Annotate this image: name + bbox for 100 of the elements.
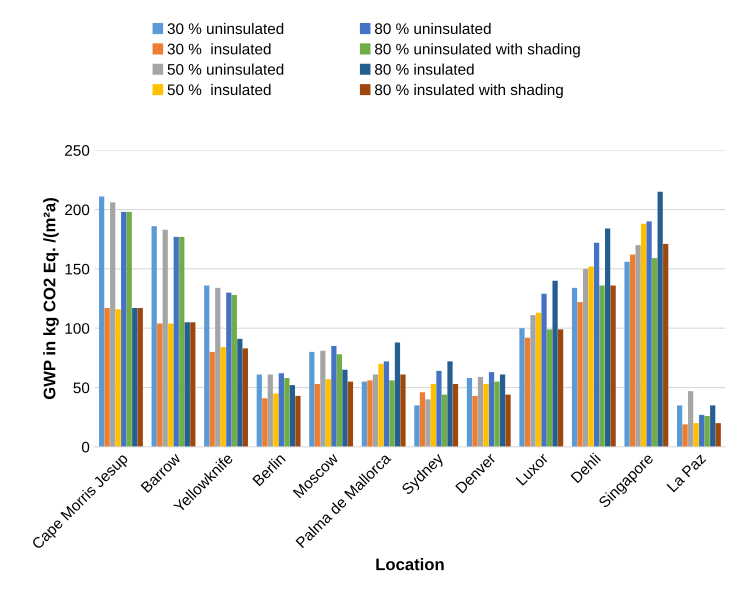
bar [635,245,641,447]
bar [162,230,168,447]
y-tick-label: 200 [65,204,90,216]
bar [331,346,337,447]
bar [242,348,248,447]
bar [472,396,478,447]
bar [126,212,132,447]
bar [342,370,348,447]
bar [646,221,652,447]
bar [447,361,453,447]
bar [582,268,588,447]
bar [577,302,583,447]
bar [132,308,138,447]
x-tick-label: La Paz [666,452,706,492]
bar [541,294,547,447]
bar [290,385,295,447]
bar [641,224,646,447]
bar [372,374,378,447]
y-tick-label: 0 [82,442,90,453]
bar [168,323,174,447]
bar [348,382,354,447]
bar [309,352,314,447]
legend-label: 80 % uninsulated [375,22,491,34]
bar [436,370,442,447]
bar [226,292,232,447]
bar [430,384,436,447]
bar [121,212,126,447]
bar [488,372,494,447]
bar [682,424,688,447]
bar [116,309,121,447]
y-tick-label: 250 [65,145,90,156]
bar [699,414,704,447]
bar [284,378,290,447]
bar [378,364,384,447]
bar [273,393,278,447]
bar [588,266,594,447]
bar [536,312,542,447]
bar [174,236,179,447]
bar [546,329,552,447]
bar [232,294,237,447]
bar [694,423,699,447]
bar [384,361,390,447]
bar [336,354,342,447]
bar [314,384,320,447]
bar [215,288,220,447]
bar [326,379,331,447]
bar [256,374,262,447]
bar [558,329,564,447]
bar [278,373,284,447]
bar [179,236,184,447]
bar [652,258,658,447]
bar [599,285,605,447]
bar [552,280,558,447]
bar [494,382,500,447]
bar [500,374,506,447]
bar [710,405,716,447]
y-tick-label: 100 [66,323,90,334]
bar [210,352,215,447]
legend-label: 50 % insulated [168,84,270,96]
legend-label: 50 % uninsulated [168,64,284,75]
x-axis-title: Location [376,558,444,570]
bar [190,322,196,447]
legend-label: 30 % insulated [168,43,270,54]
bar [320,350,326,447]
bar [505,394,511,447]
bar [452,384,458,447]
bar [688,391,694,447]
bar [466,378,472,447]
bar [594,242,600,447]
y-axis-title: GWP in kg CO2 Eq. /(m²a) [43,198,59,400]
bar [572,288,578,447]
bar [104,308,110,447]
bar [663,244,668,447]
bar [704,416,710,447]
legend-label: 80 % insulated [375,64,474,75]
bar [442,394,448,447]
bar [478,376,484,447]
bar [519,328,525,447]
bar [605,228,610,447]
bar [237,338,242,447]
bar [220,347,226,447]
bar [362,382,367,447]
legend-label: 80 % uninsulated with shading [375,43,580,58]
bar [138,308,143,447]
bar [110,202,116,447]
bar [394,342,400,447]
bar [204,285,210,447]
bar [425,399,431,447]
bar [99,196,104,447]
bar [716,423,721,447]
y-tick-label: 50 [73,382,90,394]
bar [268,374,273,447]
bar [524,338,530,447]
bar [389,380,395,447]
bar [400,374,406,447]
bar [630,254,636,447]
bar [262,398,268,447]
bar [157,323,162,447]
legend-label: 30 % uninsulated [168,22,284,34]
bar [676,405,682,447]
